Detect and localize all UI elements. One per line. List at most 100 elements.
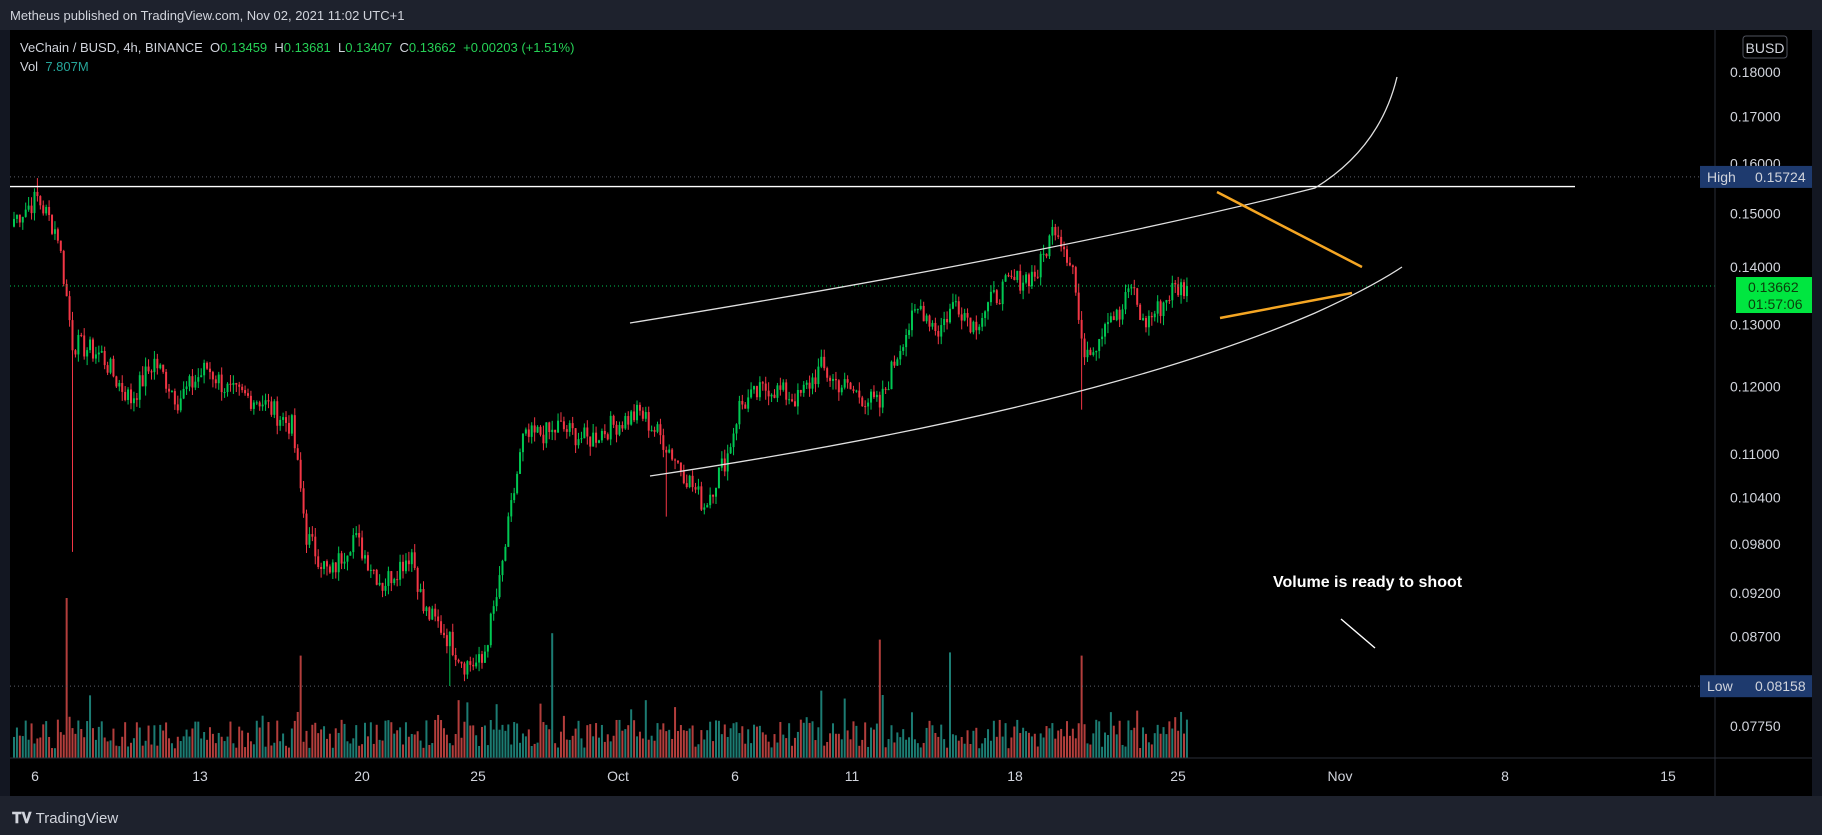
volume-bar [328, 733, 331, 758]
candle [761, 381, 764, 391]
candle [861, 395, 864, 407]
candle [984, 310, 987, 327]
candle [1033, 265, 1036, 282]
volume-bar [943, 739, 946, 758]
candle-body [744, 404, 747, 409]
volume-bar [127, 746, 130, 758]
candle [884, 387, 887, 395]
candle [399, 554, 402, 586]
candle [475, 654, 478, 669]
date-tick-label: 11 [845, 768, 860, 784]
candle-body [1019, 270, 1022, 291]
candle [638, 402, 641, 416]
candle-body [1139, 304, 1142, 320]
candle [361, 530, 364, 561]
candle-body [504, 546, 507, 561]
candle-body [1048, 235, 1051, 257]
price-tick-label: 0.08700 [1730, 628, 1781, 644]
candle [279, 416, 282, 431]
price-chart[interactable]: Volume is ready to shoot 0.180000.170000… [10, 30, 1812, 796]
candle [442, 624, 445, 639]
candle [211, 370, 214, 388]
volume-bar [33, 743, 36, 758]
volume-bar [1027, 732, 1030, 758]
volume-bar [1136, 710, 1139, 758]
candle-body [48, 206, 51, 216]
volume-bar [922, 742, 925, 758]
date-tick-label: 15 [1660, 768, 1676, 784]
candle [437, 609, 440, 628]
candle-body [45, 206, 48, 214]
candle [173, 388, 176, 410]
chart-frame [10, 30, 1812, 796]
legend-close: 0.13662 [408, 40, 456, 55]
volume-bar [987, 729, 990, 758]
candle-body [834, 378, 837, 381]
candle-body [1083, 338, 1086, 358]
candle-body [431, 608, 434, 620]
candle-body [118, 383, 121, 387]
candle-body [1054, 227, 1057, 236]
candle-body [366, 555, 369, 571]
volume-bar [1042, 737, 1045, 758]
volume-bar [829, 733, 832, 758]
candle [323, 561, 326, 575]
candle-body [53, 229, 56, 234]
candle [951, 293, 954, 310]
candle [150, 369, 153, 380]
candle [287, 415, 290, 440]
candle [1027, 272, 1030, 294]
candle [282, 412, 285, 427]
candle-body [919, 305, 922, 310]
candle-body [200, 375, 203, 378]
candle-body [396, 579, 399, 581]
footer-logo[interactable]: 𝐓𝐕 TradingView [12, 810, 118, 827]
candle [925, 313, 928, 324]
candle-body [624, 416, 627, 429]
candle [206, 361, 209, 370]
volume-bar [1036, 746, 1039, 758]
candle [1010, 270, 1013, 279]
candle [1016, 270, 1019, 283]
candle [249, 390, 252, 412]
candle-body [404, 560, 407, 572]
candle [355, 526, 358, 538]
volume-bar [1165, 734, 1168, 758]
volume-bar [814, 740, 817, 758]
candle [887, 381, 890, 391]
candle [788, 391, 791, 405]
volume-bar [729, 728, 732, 758]
candle [352, 528, 355, 559]
candle [571, 416, 574, 435]
candle-body [372, 569, 375, 571]
candle [1118, 306, 1121, 328]
candle-body [650, 430, 653, 432]
volume-bar [870, 727, 873, 758]
candle-body [147, 366, 150, 372]
volume-bar [694, 746, 697, 758]
attribution-text: Metheus published on TradingView.com, No… [10, 8, 405, 23]
candle-body [1112, 316, 1115, 321]
candle [97, 345, 100, 363]
candle-body [247, 393, 249, 396]
volume-bar [899, 737, 902, 758]
candle-body [1150, 315, 1153, 318]
volume-bar [18, 735, 21, 758]
candle [1036, 269, 1039, 280]
volume-bar [536, 742, 539, 758]
volume-bar [124, 722, 127, 758]
volume-bar [48, 736, 51, 758]
candle [826, 366, 829, 382]
candle [176, 395, 179, 414]
candle-body [1106, 322, 1109, 325]
candle [1168, 295, 1171, 304]
volume-bar [492, 729, 495, 758]
candle [223, 388, 226, 398]
candle [867, 398, 870, 416]
candle-body [557, 420, 560, 433]
candle [524, 427, 527, 436]
candle [846, 375, 849, 389]
candle [1106, 312, 1109, 334]
volume-bar [1162, 727, 1165, 758]
candle [586, 420, 589, 445]
